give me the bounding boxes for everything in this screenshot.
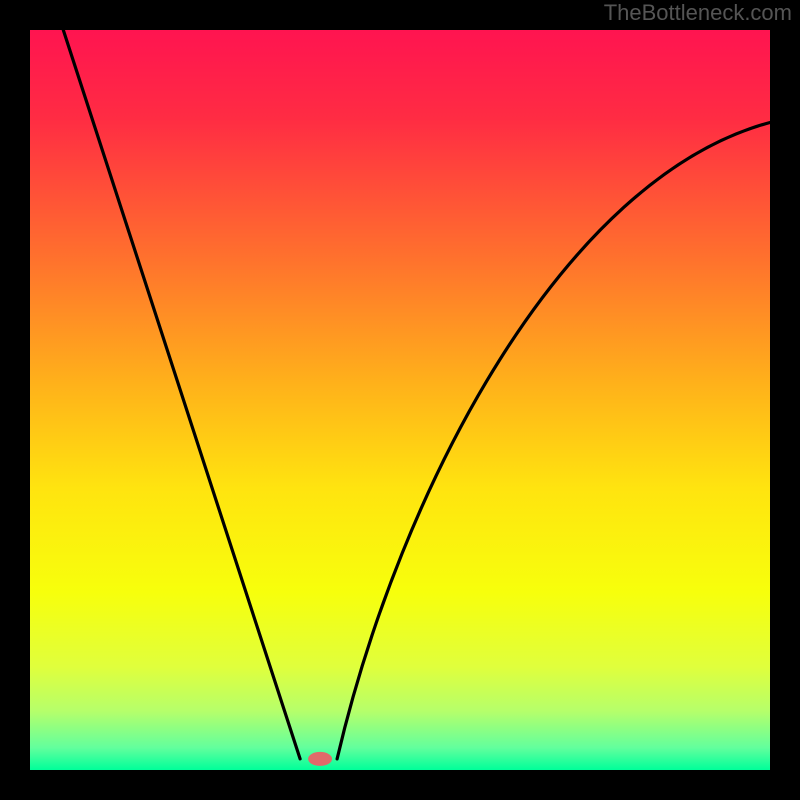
watermark-label: TheBottleneck.com: [604, 0, 792, 26]
stage: TheBottleneck.com: [0, 0, 800, 800]
min-marker: [308, 752, 332, 766]
plot-gradient: [30, 30, 770, 770]
chart-svg: [0, 0, 800, 800]
